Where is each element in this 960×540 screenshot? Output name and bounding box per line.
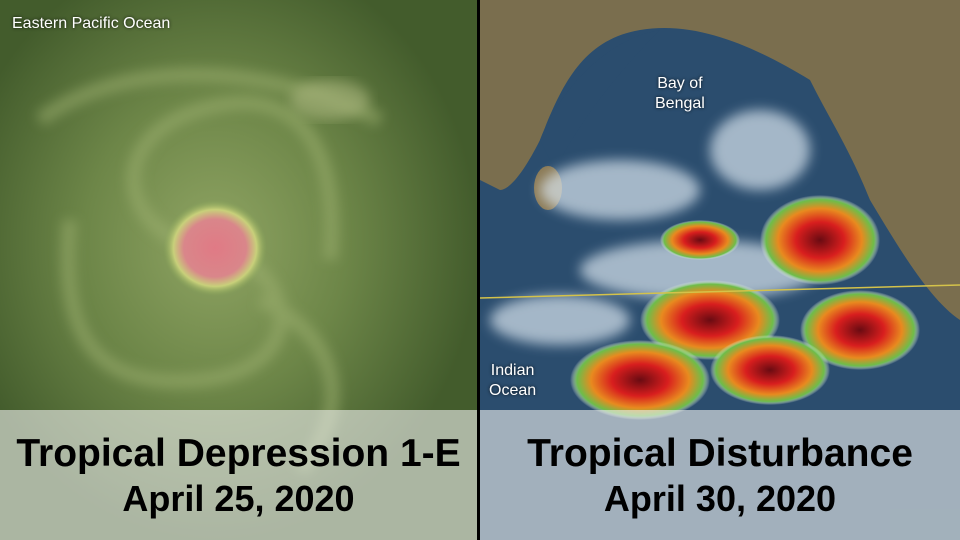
caption-title: Tropical Disturbance xyxy=(527,432,913,475)
caption-date: April 30, 2020 xyxy=(603,478,837,519)
label-line: Ocean xyxy=(489,382,537,399)
caption-title: Tropical Depression 1-E xyxy=(16,432,461,475)
caption-date: April 25, 2020 xyxy=(122,478,355,519)
divider xyxy=(477,0,480,540)
caption: Tropical Depression 1-E April 25, 2020 xyxy=(0,410,477,540)
region-label: Indian Ocean xyxy=(489,361,536,401)
label-line: Indian xyxy=(490,362,535,379)
label-line: Bengal xyxy=(655,95,705,112)
region-label: Bay of Bengal xyxy=(655,74,705,114)
caption: Tropical Disturbance April 30, 2020 xyxy=(480,410,960,540)
label-line: Bay of xyxy=(657,75,703,92)
location-label: Eastern Pacific Ocean xyxy=(12,15,171,32)
